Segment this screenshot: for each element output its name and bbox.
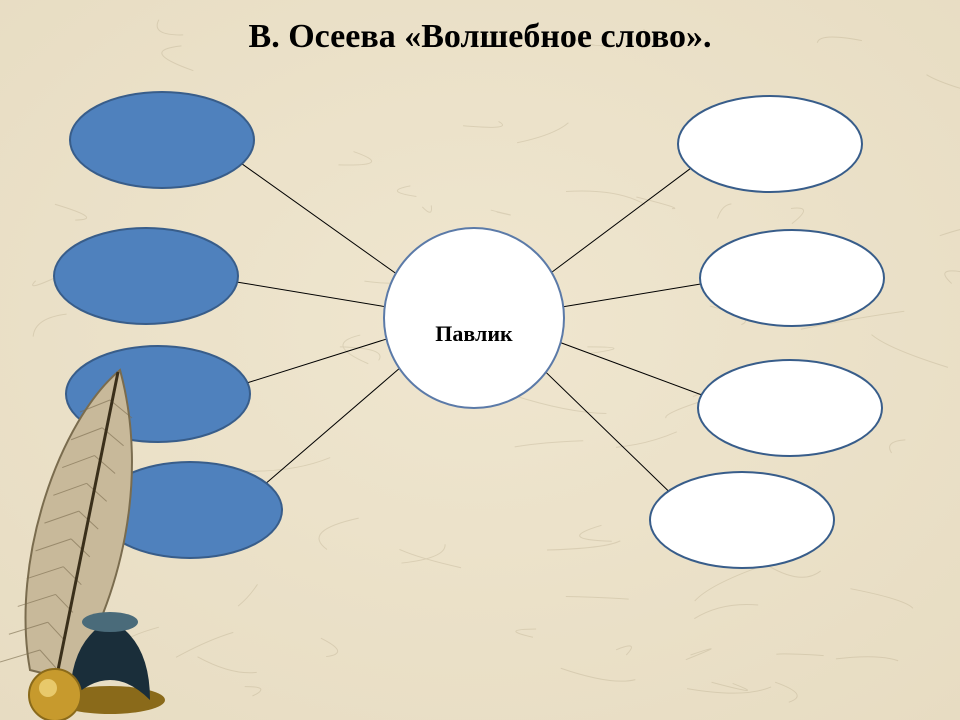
right-node-3: [698, 360, 882, 456]
right-node-4: [650, 472, 834, 568]
svg-canvas: [0, 0, 960, 720]
left-node-1: [70, 92, 254, 188]
right-node-1: [678, 96, 862, 192]
center-node: [384, 228, 564, 408]
diagram-stage: В. Осеева «Волшебное слово». Павлик: [0, 0, 960, 720]
center-node-label: Павлик: [384, 321, 564, 347]
page-title: В. Осеева «Волшебное слово».: [0, 18, 960, 56]
right-node-2: [700, 230, 884, 326]
left-node-2: [54, 228, 238, 324]
